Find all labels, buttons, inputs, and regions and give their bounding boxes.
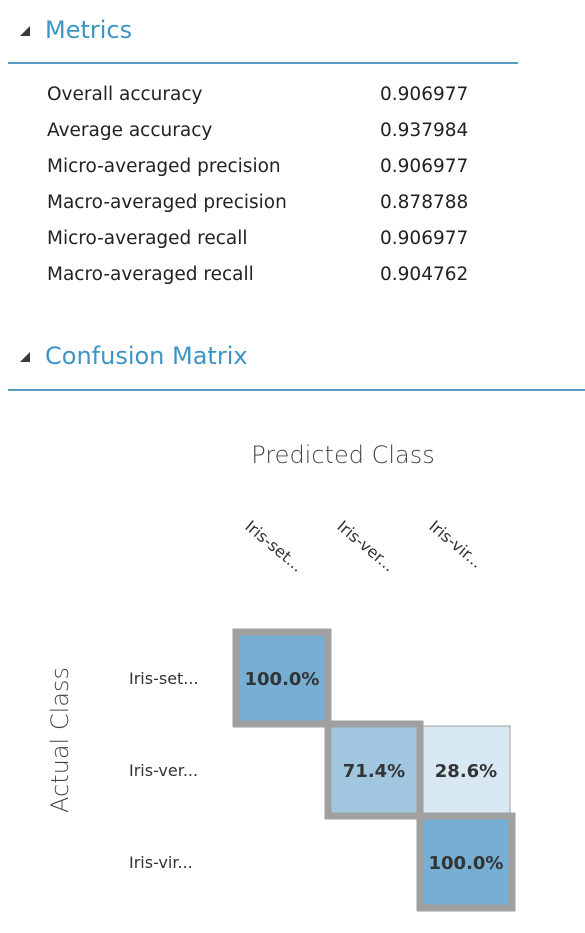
collapse-caret-icon[interactable] — [20, 26, 30, 36]
y-tick-label: Iris-set... — [129, 669, 199, 688]
matrix-cell-diagonal — [416, 812, 516, 912]
metric-value: 0.906977 — [380, 156, 469, 177]
matrix-cells — [232, 628, 516, 912]
metrics-section-header[interactable]: Metrics — [8, 0, 518, 64]
metric-label: Overall accuracy — [47, 84, 203, 105]
metric-row: Average accuracy 0.937984 — [47, 114, 487, 150]
y-axis-title: Actual Class — [46, 667, 74, 813]
matrix-cell-label: 100.0% — [429, 853, 504, 874]
confusion-section-header[interactable]: Confusion Matrix — [8, 326, 585, 391]
metric-row: Micro-averaged recall 0.906977 — [47, 222, 487, 258]
x-tick-label: Iris-ver... — [333, 517, 398, 576]
matrix-cell-label: 28.6% — [435, 761, 497, 782]
matrix-cell-label: 71.4% — [343, 761, 405, 782]
metric-value: 0.904762 — [380, 264, 469, 285]
metric-value: 0.937984 — [380, 120, 469, 141]
x-tick-label: Iris-vir... — [425, 517, 486, 573]
metric-value: 0.906977 — [380, 228, 469, 249]
x-tick-label: Iris-set... — [241, 517, 307, 576]
y-tick-label: Iris-vir... — [129, 853, 193, 872]
metrics-section-title: Metrics — [45, 16, 133, 44]
collapse-caret-icon[interactable] — [20, 352, 30, 362]
metrics-table: Overall accuracy 0.906977 Average accura… — [47, 78, 487, 294]
metric-label: Macro-averaged precision — [47, 192, 287, 213]
x-axis-title: Predicted Class — [251, 441, 434, 469]
metric-value: 0.906977 — [380, 84, 469, 105]
confusion-section-title: Confusion Matrix — [45, 342, 248, 370]
metric-label: Micro-averaged recall — [47, 228, 248, 249]
matrix-cell-diagonal — [324, 720, 424, 820]
metric-row: Micro-averaged precision 0.906977 — [47, 150, 487, 186]
metric-label: Micro-averaged precision — [47, 156, 281, 177]
metric-row: Macro-averaged recall 0.904762 — [47, 258, 487, 294]
metric-label: Average accuracy — [47, 120, 213, 141]
metric-value: 0.878788 — [380, 192, 469, 213]
metric-row: Overall accuracy 0.906977 — [47, 78, 487, 114]
y-tick-label: Iris-ver... — [129, 761, 198, 780]
x-tick-labels: Iris-set... Iris-ver... Iris-vir... — [241, 517, 486, 576]
matrix-cell-label: 100.0% — [245, 669, 320, 690]
y-tick-labels: Iris-set... Iris-ver... Iris-vir... — [129, 669, 199, 872]
matrix-cell-diagonal — [232, 628, 332, 728]
metric-row: Macro-averaged precision 0.878788 — [47, 186, 487, 222]
matrix-cell-labels: 28.6% 100.0% 71.4% 100.0% — [245, 669, 504, 874]
metric-label: Macro-averaged recall — [47, 264, 254, 285]
